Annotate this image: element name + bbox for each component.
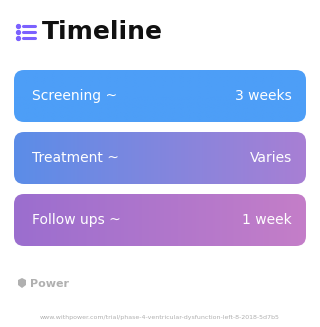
Text: Timeline: Timeline — [42, 20, 163, 44]
Text: Varies: Varies — [250, 151, 292, 165]
Text: Follow ups ~: Follow ups ~ — [32, 213, 121, 227]
Text: www.withpower.com/trial/phase-4-ventricular-dysfunction-left-8-2018-5d7b5: www.withpower.com/trial/phase-4-ventricu… — [40, 315, 280, 319]
Text: 3 weeks: 3 weeks — [235, 89, 292, 103]
Text: 1 week: 1 week — [242, 213, 292, 227]
Text: Treatment ~: Treatment ~ — [32, 151, 119, 165]
Text: Screening ~: Screening ~ — [32, 89, 117, 103]
Text: Power: Power — [30, 279, 69, 289]
Polygon shape — [18, 278, 26, 288]
